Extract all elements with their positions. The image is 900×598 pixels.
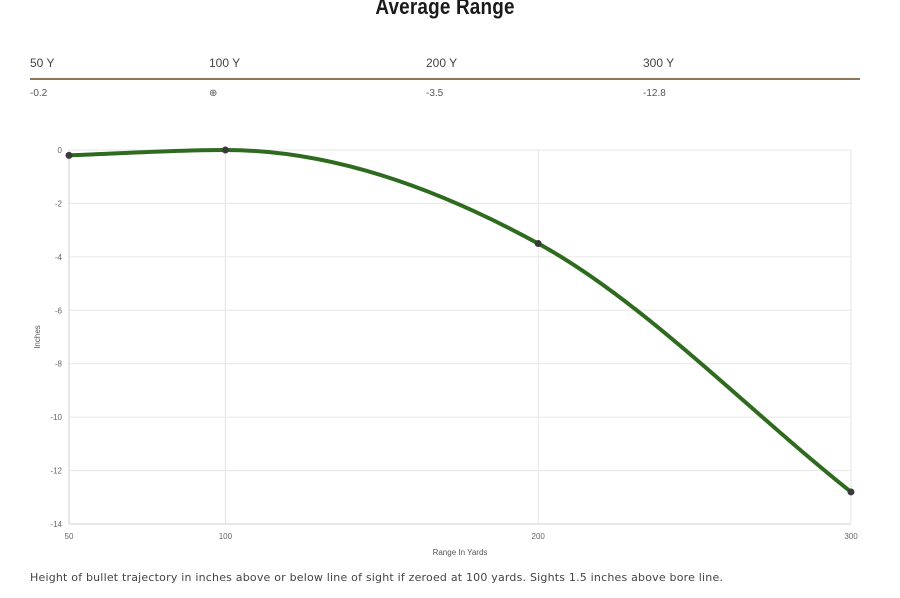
chart-caption: Height of bullet trajectory in inches ab… <box>30 571 724 584</box>
range-table: 50 Y 100 Y 200 Y 300 Y -0.2 ⊕ -3.5 -12.8 <box>30 54 860 106</box>
y-tick-label: 0 <box>58 146 63 155</box>
y-tick-label: -2 <box>55 199 63 208</box>
value-50y: -0.2 <box>30 88 48 99</box>
header-50y: 50 Y <box>30 56 55 70</box>
data-point <box>65 151 73 159</box>
y-tick-label: -8 <box>55 360 63 369</box>
y-axis-label: Inches <box>33 325 42 349</box>
header-200y: 200 Y <box>426 56 458 70</box>
x-tick-label: 50 <box>65 532 74 541</box>
x-tick-label: 300 <box>844 532 858 541</box>
header-100y: 100 Y <box>209 56 241 70</box>
range-table-header: 50 Y 100 Y 200 Y 300 Y <box>30 54 860 80</box>
header-300y: 300 Y <box>643 56 675 70</box>
range-table-row: -0.2 ⊕ -3.5 -12.8 <box>30 80 860 106</box>
y-tick-label: -14 <box>50 520 62 529</box>
zero-crosshair-icon: ⊕ <box>209 88 218 99</box>
data-point <box>847 488 855 496</box>
x-tick-label: 200 <box>532 532 546 541</box>
y-tick-label: -6 <box>55 306 63 315</box>
value-300y: -12.8 <box>643 88 666 99</box>
x-axis-label: Range In Yards <box>433 548 488 557</box>
y-tick-label: -10 <box>50 413 62 422</box>
trajectory-line <box>67 148 853 494</box>
y-tick-label: -12 <box>50 467 62 476</box>
y-tick-label: -4 <box>55 253 63 262</box>
value-200y: -3.5 <box>426 88 444 99</box>
chart-title: Average Range <box>375 0 515 19</box>
data-point <box>221 146 229 154</box>
x-tick-label: 100 <box>219 532 233 541</box>
data-point <box>534 240 542 247</box>
